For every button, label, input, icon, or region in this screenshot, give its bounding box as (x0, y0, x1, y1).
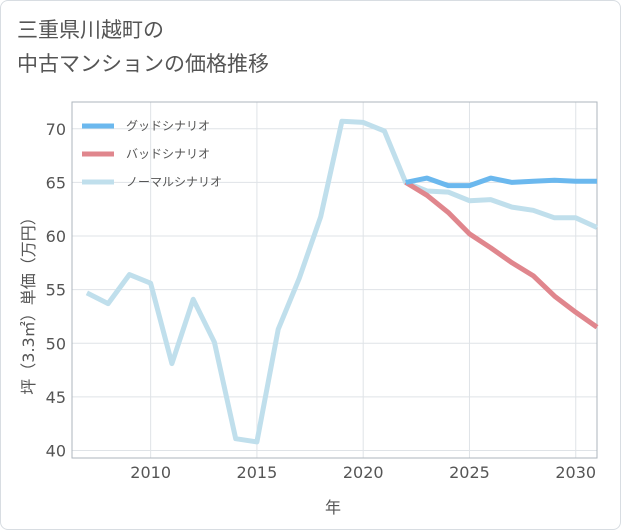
x-tick-label: 2010 (130, 463, 171, 482)
x-tick-label: 2030 (555, 463, 596, 482)
x-tick-labels: 2010 2015 2020 2025 2030 (130, 463, 596, 482)
grid (72, 102, 597, 458)
x-tick-label: 2015 (237, 463, 278, 482)
y-tick-label: 65 (46, 173, 66, 192)
chart-title: 三重県川越町の 中古マンションの価格推移 (17, 18, 269, 76)
x-tick-label: 2025 (449, 463, 490, 482)
series-layer (85, 118, 599, 445)
y-tick-label: 55 (46, 281, 66, 300)
y-tick-label: 60 (46, 227, 66, 246)
y-tick-label: 40 (46, 441, 66, 460)
plot-border (71, 101, 598, 459)
legend-label: ノーマルシナリオ (126, 175, 222, 189)
y-tick-labels: 40 45 50 55 60 65 70 (46, 120, 66, 461)
legend-label: バッドシナリオ (126, 147, 210, 161)
legend-label: グッドシナリオ (126, 119, 210, 133)
y-tick-label: 50 (46, 334, 66, 353)
y-tick-label: 45 (46, 388, 66, 407)
y-tick-label: 70 (46, 120, 66, 139)
y-axis-title: 坪（3.3㎡）単価（万円） (19, 209, 38, 394)
x-tick-label: 2020 (343, 463, 384, 482)
series-line-1 (405, 175, 597, 189)
x-axis-title: 年 (325, 498, 341, 517)
series-line-2 (404, 180, 599, 330)
series-line-3 (85, 118, 599, 445)
